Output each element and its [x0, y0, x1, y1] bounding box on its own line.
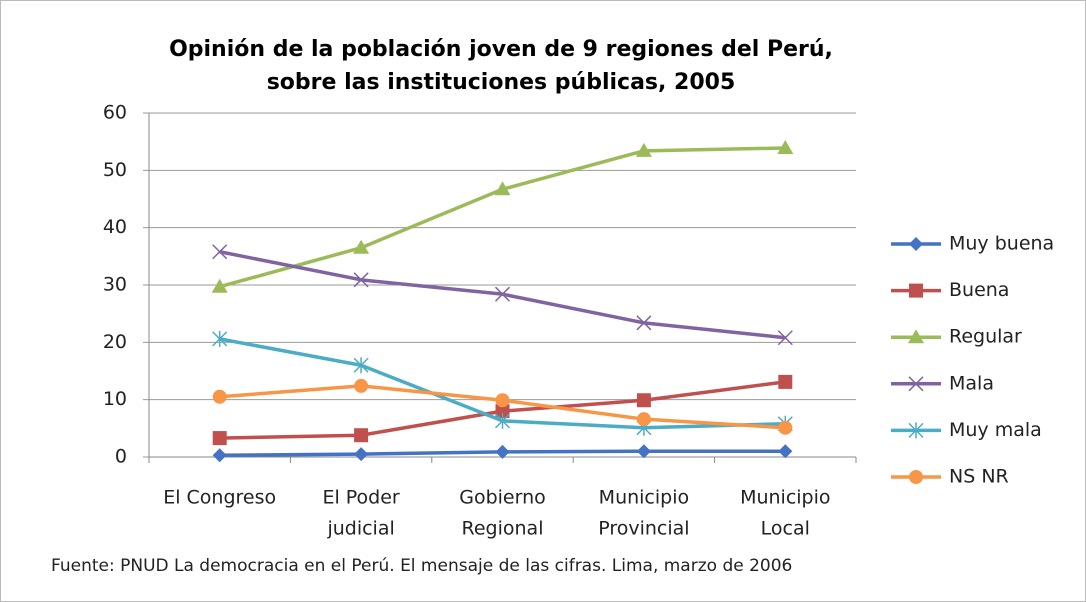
marker	[494, 286, 511, 302]
marker	[908, 422, 924, 439]
marker	[354, 378, 369, 393]
marker	[778, 420, 793, 435]
legend-label: NS NR	[949, 466, 1009, 488]
x-tick-label: Municipio	[599, 487, 689, 509]
x-tick-label: Local	[761, 518, 810, 540]
legend-label: Muy mala	[949, 419, 1042, 441]
marker	[353, 239, 370, 254]
marker	[211, 278, 228, 293]
marker	[212, 330, 228, 347]
marker	[495, 404, 510, 419]
marker	[494, 412, 511, 429]
x-tick-label: judicial	[326, 518, 394, 540]
marker	[909, 237, 923, 251]
marker	[777, 139, 794, 154]
marker	[636, 393, 651, 408]
marker	[635, 142, 652, 157]
marker	[354, 447, 369, 462]
y-tick-label: 10	[103, 388, 127, 410]
legend-label: Muy buena	[949, 233, 1054, 255]
y-tick-label: 60	[103, 102, 127, 124]
marker	[636, 315, 652, 331]
marker	[495, 444, 510, 459]
marker	[778, 444, 793, 459]
y-tick-label: 20	[103, 331, 127, 353]
chart-title: Opinión de la población joven de 9 regio…	[169, 37, 833, 95]
x-tick-label: Municipio	[740, 487, 830, 509]
y-tick-label: 50	[103, 159, 127, 181]
x-tick-label: Provincial	[598, 518, 689, 540]
marker	[636, 412, 651, 427]
y-tick-label: 40	[103, 216, 127, 238]
marker	[212, 389, 227, 404]
y-tick-label: 30	[103, 274, 127, 296]
legend-label: Regular	[949, 326, 1022, 348]
marker	[636, 444, 651, 459]
marker	[212, 431, 227, 446]
source: Fuente: PNUD La democracia en el Perú. E…	[51, 556, 792, 576]
y-tick-label: 0	[115, 446, 127, 468]
x-tick-label: Regional	[462, 518, 544, 540]
series-line	[219, 146, 786, 289]
marker	[777, 330, 793, 346]
marker	[212, 244, 228, 260]
marker	[908, 376, 924, 392]
marker	[494, 181, 511, 196]
marker	[778, 374, 793, 389]
marker	[495, 393, 510, 408]
marker	[353, 357, 369, 374]
marker	[909, 470, 923, 484]
marker	[212, 448, 227, 463]
marker	[909, 283, 923, 298]
marker	[353, 272, 369, 288]
legend-label: Mala	[949, 372, 994, 394]
x-tick-label: Gobierno	[459, 487, 546, 509]
x-tick-label: El Poder	[322, 487, 399, 509]
marker	[354, 428, 369, 443]
legend-label: Buena	[949, 279, 1009, 301]
marker	[908, 329, 924, 344]
x-tick-label: El Congreso	[163, 487, 276, 509]
